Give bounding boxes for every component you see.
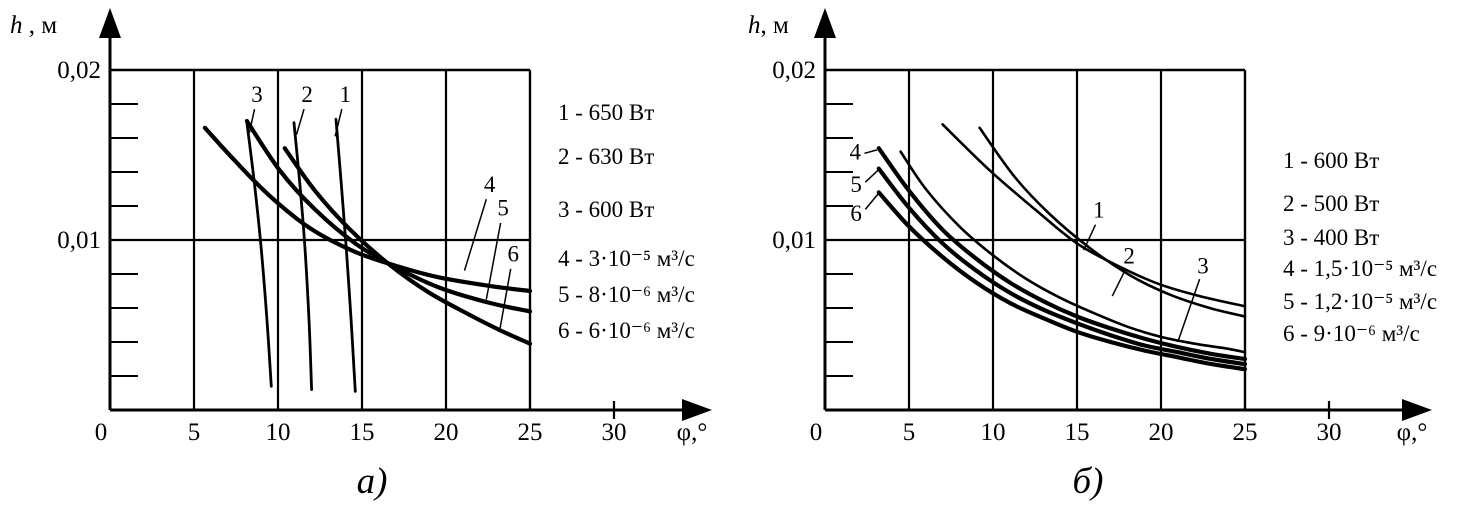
x-tick-label: 10 (266, 419, 291, 446)
y-tick-label: 0,01 (772, 227, 816, 254)
curve-label: 5 (850, 172, 862, 197)
curve-label-leader (499, 268, 512, 331)
curve-label: 2 (301, 82, 313, 107)
curve-4 (202, 125, 533, 294)
curve-label: 2 (1123, 243, 1135, 268)
y-axis-arrow (99, 8, 121, 38)
curve-5 (244, 118, 533, 314)
x-axis-title: φ,° (1397, 419, 1428, 446)
curve-label-leader (1111, 268, 1127, 297)
caption-a: а) (356, 461, 388, 502)
legend-item: 5 - 1,2·10⁻⁵ м³/с (1283, 288, 1438, 314)
curve-label-leader (864, 169, 879, 183)
curve-label-leader (1177, 278, 1201, 343)
y-axis-title: h, м (748, 12, 789, 39)
y-axis-arrow (814, 8, 836, 38)
x-tick-label: 5 (903, 419, 916, 446)
y-tick-label: 0,02 (772, 57, 816, 84)
curve-label-leader (864, 149, 878, 155)
x-axis-title: φ,° (677, 419, 708, 446)
curve-2 (978, 126, 1247, 318)
x-tick-label: 15 (1065, 419, 1090, 446)
curve-label: 5 (497, 196, 509, 221)
caption-b: б) (1072, 461, 1104, 502)
curve-4 (876, 146, 1248, 362)
curve-label: 3 (251, 82, 263, 107)
y-tick-label: 0,02 (57, 57, 101, 84)
x-tick-label: 0 (95, 419, 108, 446)
curve-3 (245, 121, 273, 388)
x-tick-label: 15 (350, 419, 375, 446)
curve-label: 1 (339, 82, 351, 107)
curve-label-leader (485, 222, 502, 300)
curve-label: 4 (849, 140, 861, 165)
legend-item: 4 - 1,5·10⁻⁵ м³/с (1283, 256, 1438, 282)
x-tick-label: 30 (1317, 419, 1342, 446)
legend-item: 6 - 9·10⁻⁶ м³/с (1283, 321, 1420, 347)
legend-item: 3 - 400 Вт (1283, 224, 1380, 250)
curve-3 (899, 150, 1247, 354)
x-tick-label: 30 (602, 419, 627, 446)
curve-label-leader (334, 108, 343, 137)
curve-1 (334, 117, 357, 393)
legend-item: 1 - 650 Вт (558, 100, 655, 125)
curve-label-leader (295, 108, 305, 135)
curve-label-leader (864, 193, 879, 210)
x-tick-label: 20 (1149, 419, 1174, 446)
x-axis-arrow (682, 399, 712, 421)
curve-6 (876, 190, 1248, 372)
legend-item: 6 - 6·10⁻⁶ м³/с (558, 318, 695, 344)
legend-a: 1 - 650 Вт 2 - 630 Вт 3 - 600 Вт 4 - 3·1… (558, 100, 695, 345)
x-tick-label: 10 (981, 419, 1006, 446)
curve-label-leader (248, 108, 256, 134)
legend-item: 5 - 8·10⁻⁶ м³/с (558, 281, 695, 307)
legend-b: 1 - 600 Вт 2 - 500 Вт 3 - 400 Вт 4 - 1,5… (1283, 148, 1437, 348)
chart-b: 0 5 10 15 20 25 30 0,01 0,02 φ,° h, м 4 5 6 12 3 (748, 8, 1432, 446)
curve-label: 6 (507, 242, 519, 267)
x-tick-label: 5 (188, 419, 201, 446)
legend-item: 2 - 500 Вт (1283, 191, 1380, 217)
curve-1 (941, 123, 1247, 308)
y-tick-label: 0,01 (57, 227, 101, 254)
legend-item: 1 - 600 Вт (1283, 148, 1380, 173)
curve-label: 3 (1197, 254, 1209, 279)
curve-6 (282, 146, 533, 346)
curve-label-leader (1083, 224, 1097, 251)
legend-item: 2 - 630 Вт (558, 144, 655, 170)
x-axis-arrow (1402, 399, 1432, 421)
x-tick-label: 20 (434, 419, 459, 446)
curve-label: 6 (850, 201, 862, 226)
curve-label: 4 (484, 172, 496, 197)
legend-item: 3 - 600 Вт (558, 196, 655, 222)
x-tick-label: 25 (1233, 419, 1258, 446)
legend-item: 4 - 3·10⁻⁵ м³/с (558, 246, 695, 272)
x-tick-label: 25 (518, 419, 543, 446)
curve-label-leader (463, 198, 488, 271)
curve-5 (876, 166, 1248, 367)
x-tick-label: 0 (810, 419, 823, 446)
curve-label: 1 (1093, 197, 1105, 222)
y-axis-title: h , м (10, 12, 57, 39)
